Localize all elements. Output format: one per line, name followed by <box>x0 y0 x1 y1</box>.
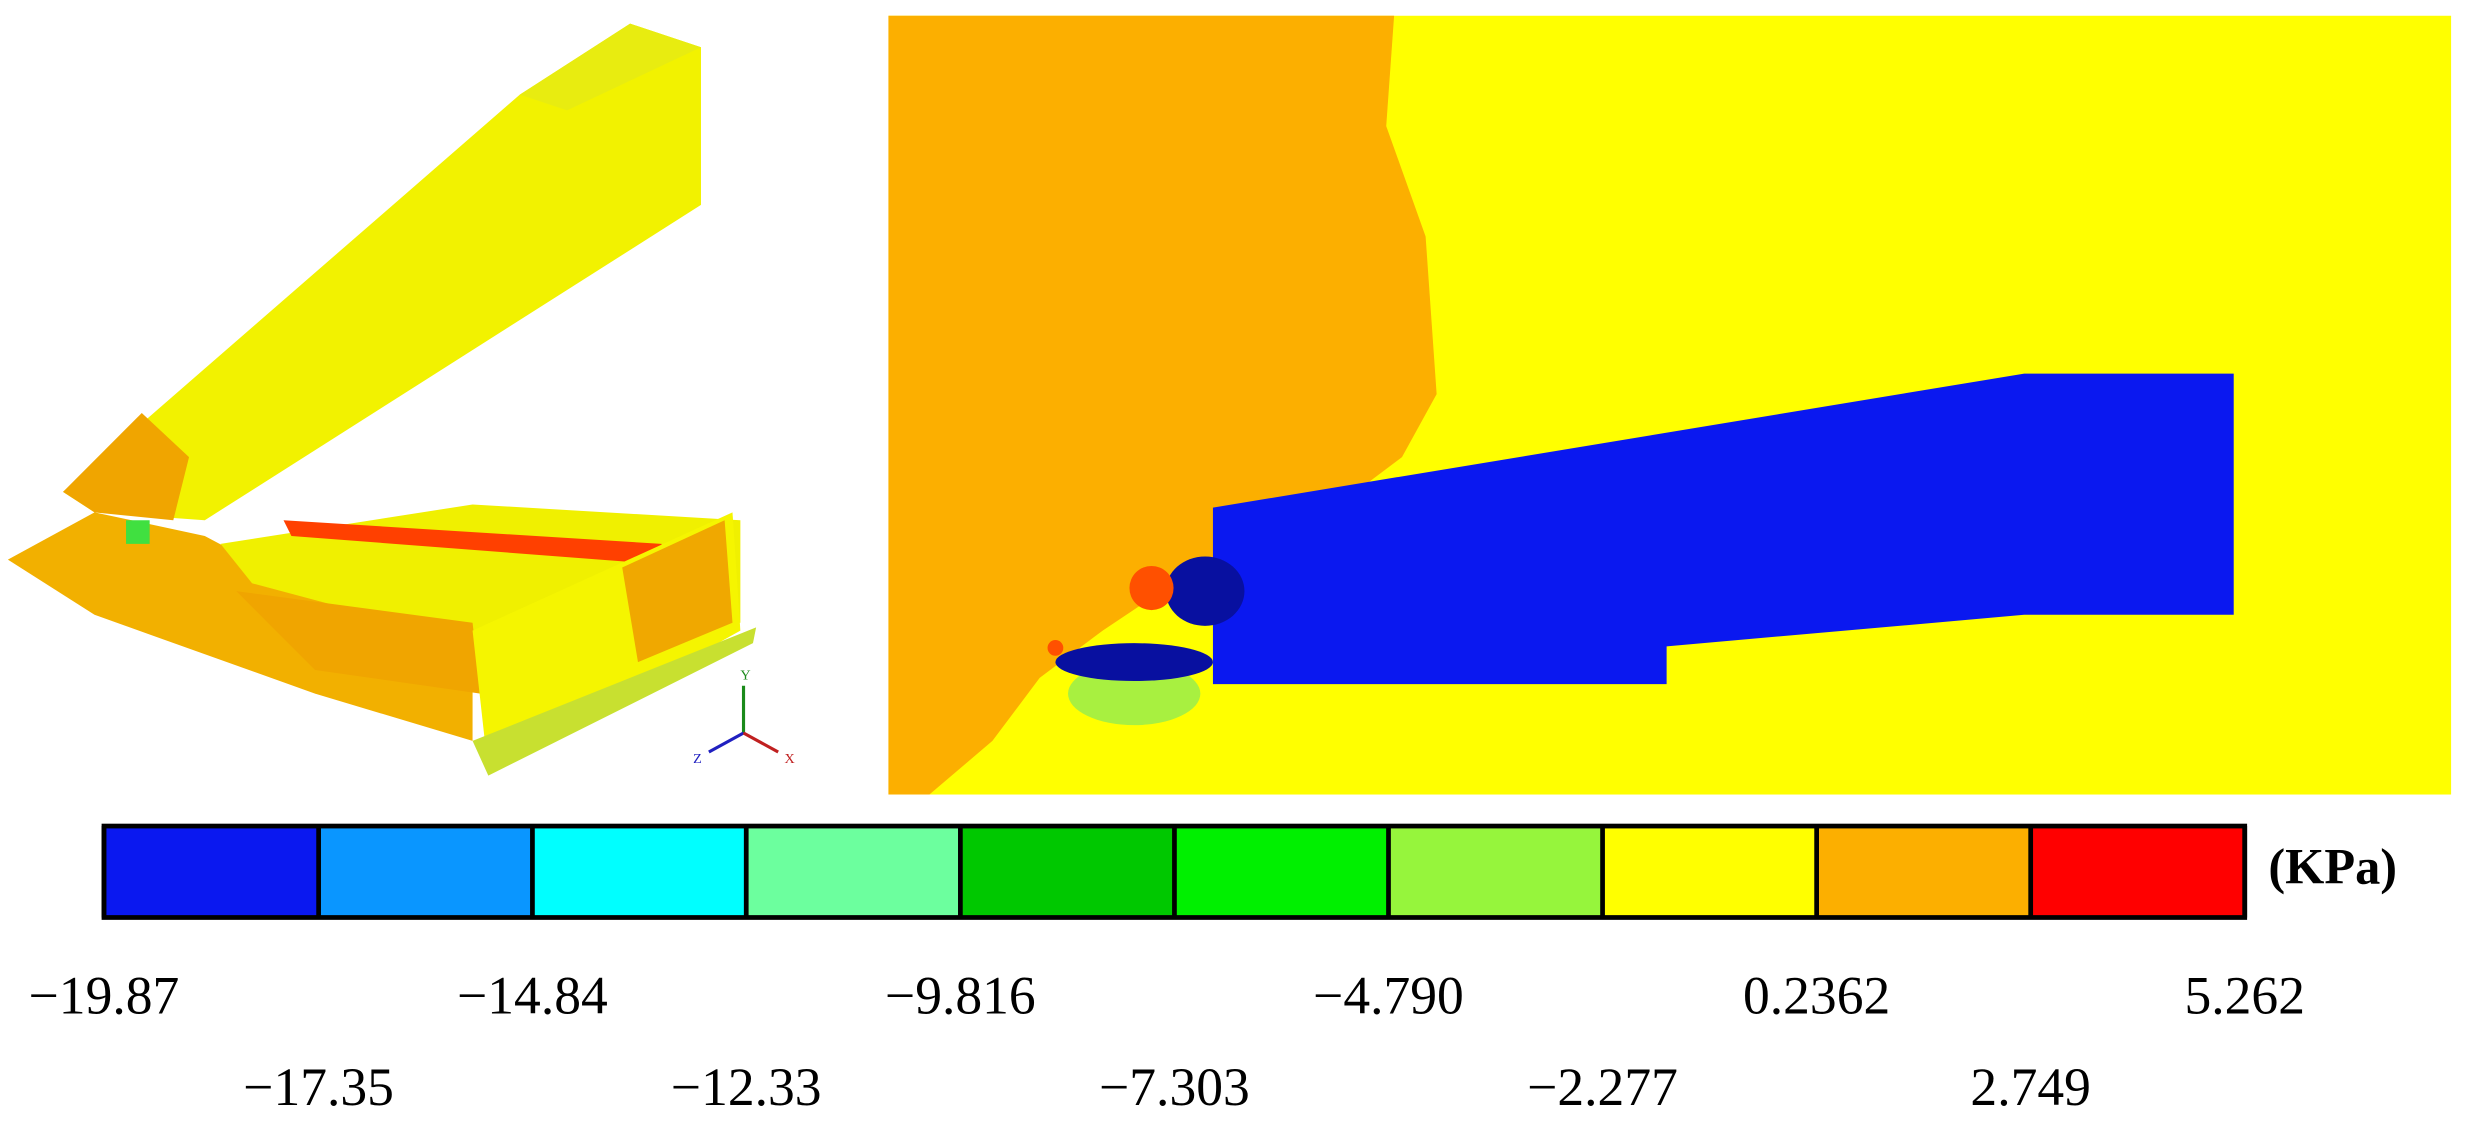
endplate-patch <box>622 520 733 663</box>
axis-triad: Y Z X <box>693 668 795 768</box>
triad-label: X <box>784 751 794 767</box>
colorbar-unit: (KPa) <box>2268 838 2397 894</box>
main-plane <box>7 512 473 741</box>
colorbar-segment <box>2030 826 2245 918</box>
colorbar-segment <box>318 826 533 918</box>
slot-profile <box>1165 556 1245 626</box>
flap-red <box>283 520 662 565</box>
colorbar-tick-label: −19.87 <box>29 965 180 1025</box>
colorbar-segment <box>103 826 319 918</box>
nose-top <box>519 23 701 111</box>
wing-3d-view <box>7 23 757 776</box>
footplate <box>472 627 757 776</box>
lower-element <box>1055 643 1213 682</box>
colorbar-tick-label: −14.84 <box>457 965 608 1025</box>
triad-x <box>742 731 779 754</box>
colorbar-segment <box>960 826 1175 918</box>
colorbar: −19.87 −17.35 −14.84 −12.33 −9.816 −7.303 −4.7… <box>29 823 2305 1117</box>
colorbar-tick-label: −12.33 <box>671 1057 822 1117</box>
flap-lower <box>236 591 481 694</box>
colorbar-tick-label: 0.2362 <box>1743 965 1890 1025</box>
colorbar-segment <box>1174 826 1389 918</box>
colorbar-tick-label: −2.277 <box>1527 1057 1678 1117</box>
colorbar-segment <box>532 826 747 918</box>
colorbar-tick-label: −9.816 <box>885 965 1036 1025</box>
colorbar-segment <box>746 826 961 918</box>
colorbar-segment <box>1816 826 2031 918</box>
colorbar-tick-label: −7.303 <box>1099 1057 1250 1117</box>
triad-label: Z <box>693 751 702 767</box>
nose-body <box>63 23 701 521</box>
stagnation <box>1047 640 1064 656</box>
green-spot <box>126 520 150 544</box>
contour-section <box>888 15 2452 795</box>
stagnation <box>1129 565 1174 611</box>
colorbar-tick-label: −4.790 <box>1313 965 1464 1025</box>
wing-profile <box>1212 373 2234 685</box>
nose-tip <box>63 413 190 521</box>
colorbar-segment <box>1602 826 1817 918</box>
colorbar-segment <box>1388 826 1603 918</box>
colorbar-tick-label: 2.749 <box>1970 1057 2090 1117</box>
colorbar-tick-label: −17.35 <box>243 1057 394 1117</box>
field-orange <box>888 15 1437 795</box>
triad-z <box>708 731 745 754</box>
colorbar-tick-label: 5.262 <box>2185 965 2305 1025</box>
triad-label: Y <box>740 668 750 684</box>
